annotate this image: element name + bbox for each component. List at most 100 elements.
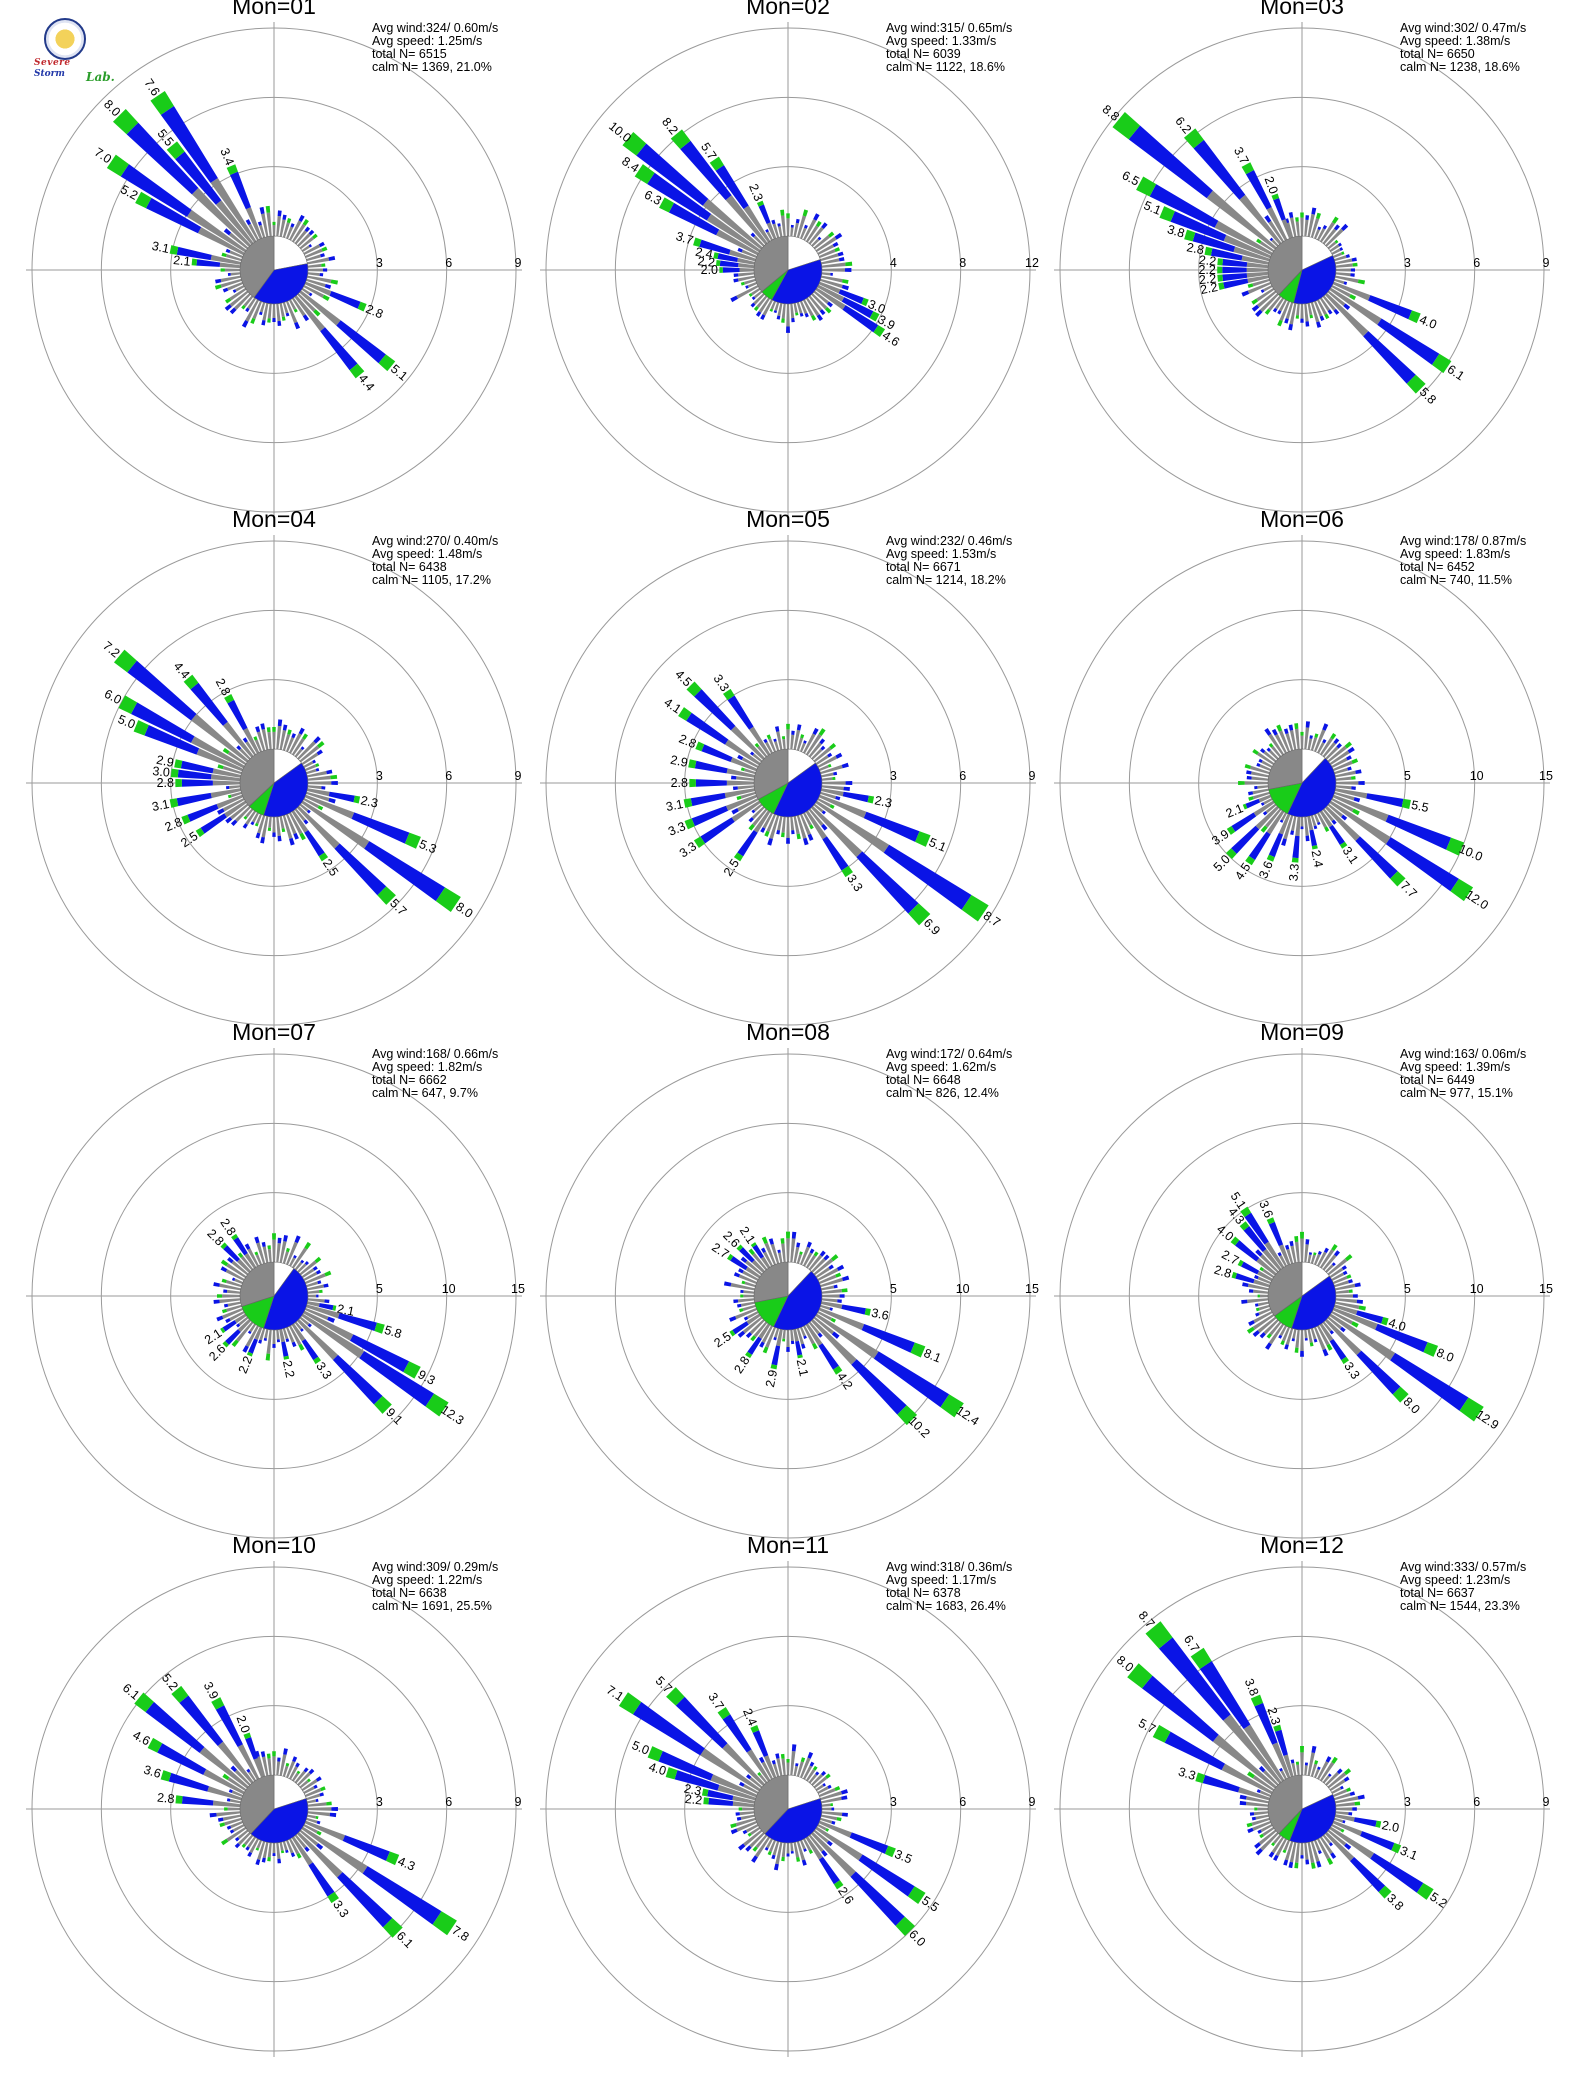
bar-low (808, 1773, 818, 1784)
bar-tip (1259, 1266, 1265, 1272)
ring-label: 3 (376, 256, 383, 270)
bar-low (751, 287, 761, 296)
bar-low (256, 731, 266, 751)
bar-tip (1352, 808, 1360, 816)
bar-low (766, 231, 773, 241)
bar-low (790, 227, 794, 237)
petal-high-speed (349, 363, 365, 379)
petal-low-speed (307, 1301, 320, 1307)
bar-low (790, 303, 795, 319)
petal-high-speed (895, 1916, 916, 1937)
petal-low-speed (291, 1323, 306, 1342)
petal-low-speed (1266, 206, 1288, 241)
petal-high-speed (313, 1356, 322, 1365)
bar-low (786, 1238, 790, 1263)
rose-stat-line: Avg speed: 1.23m/s (1400, 1573, 1510, 1587)
bar-low (1307, 213, 1315, 237)
petal-low-speed (815, 1313, 879, 1359)
bar-low (1304, 303, 1309, 322)
bar-tip (255, 1859, 261, 1866)
bar-tip (1322, 739, 1327, 744)
petal-high-speed (135, 191, 152, 209)
bar-tip (771, 219, 776, 225)
bar-tip (790, 224, 794, 228)
bar-tip (730, 1828, 738, 1835)
bar-tip (308, 243, 313, 248)
petal-mid-speed (130, 702, 195, 743)
bar-low (286, 1326, 295, 1343)
petal-high-speed (750, 1725, 760, 1733)
bar-tip (1256, 1789, 1261, 1794)
petal-high-speed (353, 795, 361, 804)
bar-tip (260, 836, 265, 844)
petal-mid-speed (248, 1338, 258, 1354)
bar-low (239, 748, 251, 760)
bar-tip (775, 1753, 780, 1759)
bar-tip (231, 1277, 236, 1281)
bar-low (747, 282, 758, 288)
bar-tip (285, 1849, 289, 1854)
bar-low (821, 777, 833, 781)
petal-low-speed (763, 1755, 777, 1779)
bar-low (222, 1814, 241, 1821)
bar-low (1253, 1289, 1269, 1294)
bar-low (737, 275, 755, 282)
bar-tip (272, 1853, 276, 1857)
bar-low (272, 1842, 276, 1854)
rose-stat-line: total N= 6638 (372, 1586, 447, 1600)
bar-tip (795, 1763, 799, 1767)
bar-tip (229, 307, 237, 315)
bar-low (286, 300, 298, 324)
bar-tip (255, 1847, 260, 1851)
bar-tip (841, 1288, 848, 1293)
petal-high-speed (1391, 1842, 1402, 1854)
petal-low-speed (216, 794, 244, 809)
petal-high-speed (1218, 282, 1225, 290)
bar-low (224, 1817, 242, 1826)
bar-tip (1265, 1342, 1272, 1350)
bar-tip (826, 301, 833, 308)
bar-tip (304, 1846, 310, 1852)
petal-low-speed (1246, 262, 1269, 269)
calm-pie-slice (764, 1798, 823, 1844)
bar-tip (761, 1247, 766, 1253)
petal-mid-speed (1223, 278, 1249, 289)
petal-mid-speed (1385, 837, 1459, 892)
calm-pie-slice (263, 1268, 309, 1331)
bar-tip (1276, 724, 1283, 732)
bar-tip (291, 1341, 297, 1348)
petal-low-speed (224, 800, 247, 818)
bar-tip (220, 1266, 228, 1273)
bar-low (276, 816, 281, 837)
petal-low-speed (731, 800, 761, 822)
petal-low-speed (766, 222, 777, 240)
bar-tip (236, 1323, 241, 1328)
petal-mid-speed (856, 851, 919, 914)
bar-tip (786, 837, 790, 844)
bar-low (820, 278, 843, 289)
wind-rose-5: 3 6 93.34.54.12.82.92.83.13.33.32.52.35.18… (540, 506, 1036, 1031)
bar-tip (1346, 755, 1352, 761)
bar-low (1317, 812, 1327, 828)
petal-high-speed (357, 301, 367, 312)
bar-tip (1342, 1270, 1348, 1276)
petal-mid-speed (1243, 1225, 1267, 1252)
petal-high-speed (647, 1746, 663, 1762)
petal-low-speed (304, 794, 355, 819)
petal-high-speed (170, 768, 179, 778)
bar-low (737, 1298, 755, 1303)
petal-high-speed (695, 741, 705, 752)
petal-high-speed (897, 1405, 918, 1426)
bar-low (796, 302, 803, 314)
bar-tip (1254, 1274, 1259, 1280)
bar-tip (1277, 1252, 1282, 1257)
bar-low (255, 1254, 262, 1266)
bar-low (303, 761, 314, 768)
bar-low (216, 1811, 241, 1817)
bar-low (1268, 220, 1285, 243)
petal-low-speed (1212, 1734, 1277, 1789)
bar-tip (306, 809, 311, 814)
bar-low (1335, 785, 1352, 790)
rose-title: Mon=02 (746, 0, 830, 19)
rose-stat-line: total N= 6671 (886, 560, 961, 574)
